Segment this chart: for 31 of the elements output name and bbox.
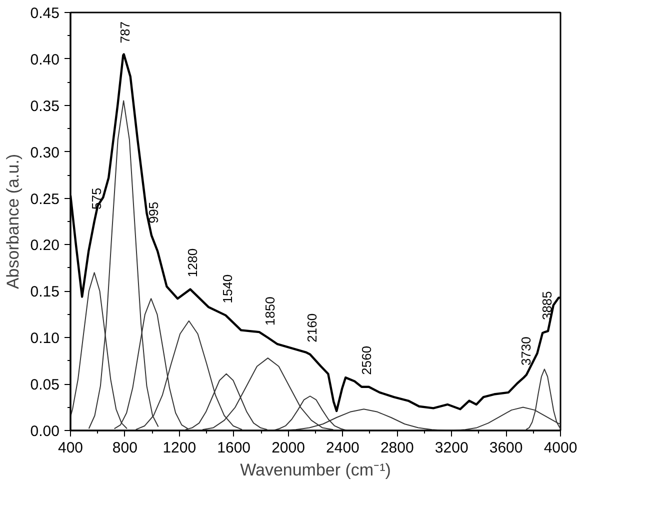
annotation: 3730 bbox=[518, 336, 534, 366]
y-tick-label: 0.30 bbox=[30, 144, 60, 162]
annotation: 575 bbox=[88, 188, 104, 210]
annotation: 1850 bbox=[262, 296, 278, 326]
x-axis-title: Wavenumber (cm⁻¹) bbox=[240, 460, 391, 480]
x-tick-label: 2800 bbox=[380, 440, 414, 456]
annotation: 1280 bbox=[184, 248, 200, 278]
annotation: 2160 bbox=[304, 313, 320, 342]
x-tick-label: 3200 bbox=[434, 440, 468, 456]
annotation: 1540 bbox=[220, 274, 236, 304]
y-axis-title: Absorbance (a.u.) bbox=[3, 154, 22, 290]
y-tick-label: 0.25 bbox=[30, 190, 60, 208]
y-tick-label: 0.45 bbox=[30, 5, 60, 22]
y-tick-label: 0.05 bbox=[30, 376, 60, 394]
y-tick-label: 0.40 bbox=[30, 51, 60, 68]
x-tick-label: 400 bbox=[58, 440, 84, 456]
x-tick-label: 800 bbox=[112, 440, 138, 456]
y-tick-label: 0.35 bbox=[30, 98, 60, 115]
x-tick-label: 1200 bbox=[162, 440, 196, 456]
x-tick-label: 2000 bbox=[272, 440, 305, 456]
x-tick-label: 2400 bbox=[326, 440, 360, 456]
y-tick-label: 0.15 bbox=[30, 284, 60, 301]
annotation: 787 bbox=[118, 22, 133, 44]
x-tick-label: 1600 bbox=[217, 440, 251, 456]
y-tick-label: 0.10 bbox=[30, 330, 60, 348]
annotation: 2560 bbox=[359, 346, 374, 375]
x-tick-label: 3600 bbox=[489, 440, 523, 456]
y-tick-label: 0.00 bbox=[30, 423, 60, 440]
annotation: 995 bbox=[146, 202, 161, 224]
x-tick-label: 4000 bbox=[544, 440, 578, 456]
y-tick-label: 0.20 bbox=[30, 237, 60, 254]
